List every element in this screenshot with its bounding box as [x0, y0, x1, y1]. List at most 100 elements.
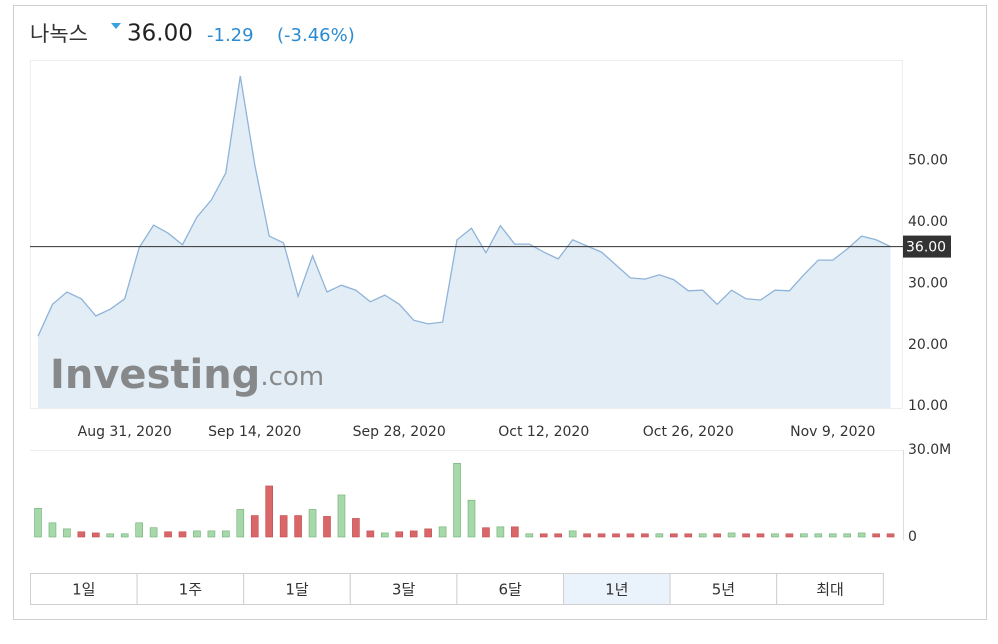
volume-bar: [178, 531, 187, 538]
period-button-label[interactable]: 1년: [605, 581, 628, 599]
volume-tick-label: 30.0M: [908, 442, 951, 458]
volume-bar: [482, 527, 490, 538]
volume-bar: [641, 533, 649, 538]
x-tick-label: Sep 14, 2020: [208, 424, 301, 440]
volume-bar: [771, 533, 779, 538]
period-button[interactable]: [669, 573, 778, 605]
y-tick-label: 30.00: [908, 275, 948, 291]
x-tick-label: Sep 28, 2020: [353, 424, 446, 440]
volume-bar: [34, 507, 42, 538]
volume-bar: [308, 509, 317, 538]
y-tick-label: 20.00: [908, 337, 948, 353]
volume-bar: [323, 516, 331, 538]
volume-bar: [583, 533, 591, 538]
volume-bar: [843, 533, 852, 538]
volume-bar: [193, 530, 201, 538]
period-button-label[interactable]: 6달: [499, 581, 523, 599]
volume-tick-label: 0: [908, 529, 917, 545]
period-button-label[interactable]: 최대: [816, 581, 844, 599]
volume-bar: [886, 533, 895, 538]
price: 36.00: [127, 21, 193, 47]
volume-bar: [250, 515, 259, 538]
x-tick-label: Oct 12, 2020: [498, 424, 589, 440]
period-button-label[interactable]: 3달: [392, 581, 416, 599]
volume-bar: [785, 533, 794, 538]
stock-name: 나녹스: [30, 22, 88, 46]
volume-bar: [713, 533, 721, 538]
volume-bar: [525, 533, 534, 538]
volume-bar: [612, 533, 620, 538]
period-button-label[interactable]: 5년: [712, 581, 735, 599]
x-tick-label: Oct 26, 2020: [643, 424, 734, 440]
x-tick-label: Nov 9, 2020: [790, 424, 875, 440]
volume-bar: [409, 530, 418, 538]
volume-bar: [222, 530, 230, 538]
volume-bar: [294, 515, 302, 538]
current-price-box: [903, 235, 951, 258]
volume-bar: [828, 533, 837, 538]
y-tick-label: 40.00: [908, 214, 948, 230]
volume-bar: [135, 522, 143, 538]
volume-bar: [279, 515, 288, 538]
volume-bar: [380, 532, 389, 538]
volume-bar: [511, 526, 519, 538]
x-tick-label: Aug 31, 2020: [78, 424, 172, 440]
volume-bar: [684, 533, 693, 538]
volume-bar: [568, 530, 577, 538]
down-arrow-icon: [111, 23, 121, 29]
volume-bar: [539, 533, 548, 538]
volume-bar: [872, 533, 880, 538]
period-button[interactable]: [776, 573, 884, 605]
period-button-label[interactable]: 1주: [179, 581, 202, 599]
volume-bar: [120, 533, 129, 538]
period-button[interactable]: [349, 573, 458, 605]
area-fill: [38, 76, 891, 408]
volume-bar: [698, 533, 707, 538]
volume-bar: [48, 522, 57, 538]
volume-bar: [207, 530, 216, 538]
price-change-pct: (-3.46%): [277, 25, 355, 46]
volume-bar: [814, 533, 823, 538]
volume-bar: [149, 527, 158, 538]
volume-bar: [626, 533, 635, 538]
volume-bar: [424, 528, 432, 538]
watermark: Investing.com: [50, 352, 324, 398]
y-tick-label: 10.00: [908, 398, 948, 414]
volume-bar: [742, 533, 750, 538]
volume-bar: [467, 499, 476, 538]
volume-bar: [554, 533, 563, 538]
volume-bar: [756, 533, 765, 538]
period-button[interactable]: [136, 573, 245, 605]
volume-bar: [597, 533, 606, 538]
period-button[interactable]: [456, 573, 564, 605]
volume-bar: [352, 518, 360, 538]
volume-bar: [438, 526, 447, 538]
plot-frame: [30, 60, 903, 409]
watermark-brand: Investing: [50, 352, 260, 398]
volume-bar: [727, 532, 736, 538]
period-button-label[interactable]: 1달: [285, 581, 309, 599]
volume-bar: [857, 532, 866, 538]
volume-bar: [164, 531, 172, 538]
volume-bar: [77, 531, 86, 538]
volume-bar: [106, 533, 115, 538]
volume-bar: [236, 509, 245, 538]
y-tick-label: 50.00: [908, 153, 948, 169]
volume-bar: [366, 530, 375, 538]
volume-bar: [453, 463, 461, 538]
watermark-suffix: .com: [260, 362, 324, 392]
price-line: [37, 75, 891, 337]
volume-bar: [496, 526, 505, 538]
period-button[interactable]: [243, 573, 351, 605]
volume-bar: [265, 485, 274, 538]
volume-bar: [92, 532, 100, 538]
volume-bar: [63, 528, 71, 538]
volume-bar: [655, 533, 664, 538]
period-button-label[interactable]: 1일: [72, 581, 95, 599]
volume-bar: [395, 531, 404, 538]
current-price-label: 36.00: [906, 240, 946, 256]
price-change: -1.29: [207, 25, 254, 46]
volume-bar: [337, 494, 346, 538]
volume-bar: [800, 533, 808, 538]
